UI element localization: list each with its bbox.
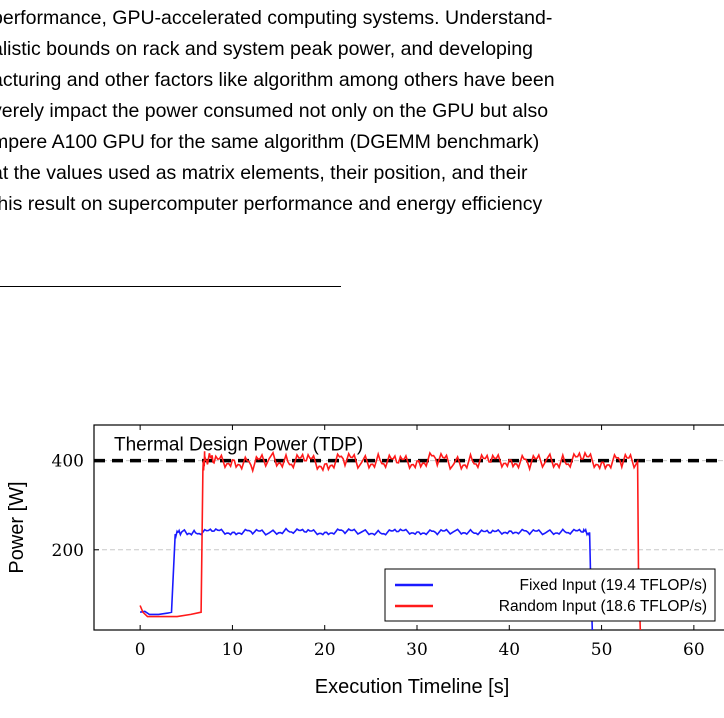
x-tick-label-50: 50 <box>591 640 613 660</box>
tdp-label: Thermal Design Power (TDP) <box>114 435 363 456</box>
x-tick-label-10: 10 <box>222 640 244 660</box>
y-axis-label: Power [W] <box>6 481 28 573</box>
paper-line-4: verely impact the power consumed not onl… <box>0 100 549 122</box>
series-line-1 <box>139 527 594 630</box>
y-tick-label-400: 400 <box>52 452 84 472</box>
x-tick-label-0: 0 <box>135 640 146 660</box>
paper-line-6: at the values used as matrix elements, t… <box>0 162 528 184</box>
paper-line-2: alistic bounds on rack and system peak p… <box>0 38 533 60</box>
x-tick-label-60: 60 <box>683 640 705 660</box>
legend-box <box>384 568 716 622</box>
x-tick-label-40: 40 <box>498 640 520 660</box>
legend-label-1: Fixed Input (19.4 TFLOP/s) <box>519 577 707 594</box>
y-tick-label-200: 200 <box>52 541 84 561</box>
x-tick-label-30: 30 <box>406 640 428 660</box>
footnote-rule <box>0 286 341 287</box>
paper-line-3: acturing and other factors like algorith… <box>0 69 555 91</box>
series-line-2 <box>139 450 642 630</box>
legend-label-2: Random Input (18.6 TFLOP/s) <box>499 598 707 615</box>
paper-line-5: mpere A100 GPU for the same algorithm (D… <box>0 131 540 153</box>
x-tick-label-20: 20 <box>314 640 336 660</box>
x-axis-label: Execution Timeline [s] <box>315 676 510 698</box>
power-figure: 0 10 20 30 40 50 60 200 400 Execution Timeline [s… <box>0 415 724 718</box>
paper-line-1: performance, GPU-accelerated computing s… <box>0 7 553 29</box>
power-chart: 0 10 20 30 40 50 60 200 400 Execution Timeline [s… <box>6 424 724 698</box>
paper-line-7: this result on supercomputer performance… <box>0 193 543 215</box>
